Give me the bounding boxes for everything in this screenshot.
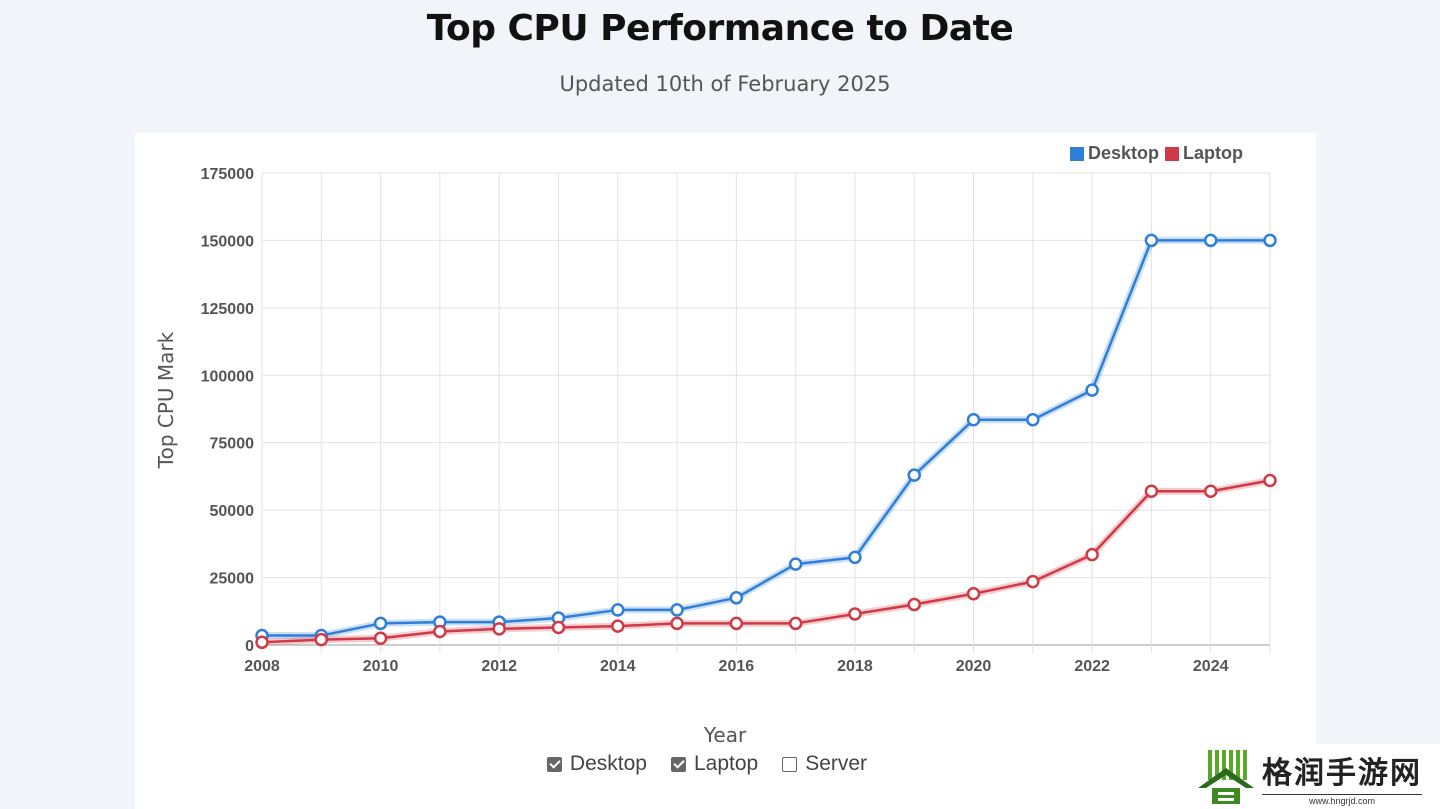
checkbox-desktop[interactable]: [546, 756, 562, 772]
filter-label-laptop: Laptop: [693, 752, 759, 775]
data-point-laptop[interactable]: [611, 619, 625, 633]
legend-swatch-laptop: [1165, 146, 1180, 161]
data-point-desktop[interactable]: [966, 413, 981, 427]
legend-swatch-desktop: [1070, 146, 1084, 161]
data-point-desktop[interactable]: [670, 603, 684, 617]
data-point-laptop[interactable]: [1203, 484, 1218, 499]
checkbox-server[interactable]: [782, 756, 798, 772]
legend-label-laptop: Laptop: [1183, 143, 1244, 163]
data-point-laptop[interactable]: [492, 622, 506, 636]
y-tick-label: 0: [245, 638, 254, 655]
page-subtitle: Updated 10th of February 2025: [559, 72, 891, 96]
series-shadow-desktop: [262, 236, 1270, 640]
x-tick-label: 2018: [837, 658, 873, 675]
data-point-desktop[interactable]: [1085, 383, 1099, 397]
data-point-desktop[interactable]: [1144, 233, 1159, 248]
y-axis-title: Top CPU Mark: [154, 331, 178, 469]
axis-labels: 0 25000 50000 75000 100000 125000 150000 175000…: [154, 166, 1229, 747]
data-point-laptop[interactable]: [255, 635, 269, 650]
data-point-laptop[interactable]: [1263, 473, 1277, 488]
page-title: Top CPU Performance to Date: [426, 8, 1014, 49]
y-tick-label: 25000: [210, 571, 255, 588]
grid-lines: [261, 172, 1271, 653]
x-tick-label: 2020: [956, 658, 992, 675]
y-tick-label: 100000: [201, 368, 254, 385]
data-point-laptop[interactable]: [1026, 574, 1040, 589]
data-point-laptop[interactable]: [907, 597, 921, 612]
data-point-desktop[interactable]: [907, 468, 921, 482]
y-tick-label: 125000: [201, 301, 254, 318]
data-point-laptop[interactable]: [966, 587, 981, 601]
x-axis-title: Year: [703, 723, 747, 747]
watermark: 格润手游网 www.hngrjd.com: [1188, 744, 1440, 809]
x-tick-label: 2012: [481, 658, 517, 675]
data-point-desktop[interactable]: [1263, 233, 1277, 248]
series-shadow-laptop: [261, 477, 1271, 646]
data-point-desktop[interactable]: [1203, 233, 1218, 248]
x-tick-label: 2014: [600, 658, 636, 675]
data-point-laptop[interactable]: [729, 616, 744, 631]
data-point-laptop[interactable]: [670, 616, 684, 631]
watermark-logo-icon: [1194, 747, 1258, 806]
filter-label-desktop: Desktop: [569, 752, 647, 775]
filter-laptop[interactable]: Laptop: [670, 752, 759, 776]
data-point-desktop[interactable]: [729, 591, 744, 605]
data-point-laptop[interactable]: [314, 632, 329, 647]
y-tick-label: 50000: [210, 503, 255, 520]
filter-label-server: Server: [805, 752, 868, 775]
watermark-name: 格润手游网: [1262, 755, 1422, 791]
data-point-laptop[interactable]: [788, 616, 803, 631]
series-line-desktop: [262, 239, 1270, 637]
data-point-laptop[interactable]: [551, 620, 566, 635]
legend-item-laptop[interactable]: Laptop: [1165, 143, 1243, 164]
legend-label-desktop: Desktop: [1088, 143, 1160, 163]
data-point-laptop[interactable]: [1085, 547, 1099, 562]
data-point-laptop[interactable]: [848, 607, 862, 621]
x-tick-label: 2022: [1074, 658, 1110, 675]
x-tick-label: 2010: [363, 658, 399, 675]
series-filters: Desktop Laptop Server: [0, 752, 1414, 776]
series-line-laptop: [261, 479, 1271, 644]
y-tick-label: 150000: [201, 233, 254, 250]
series-layer: [255, 233, 1277, 650]
filter-server[interactable]: Server: [782, 752, 867, 776]
x-tick-label: 2008: [244, 658, 280, 675]
filter-desktop[interactable]: Desktop: [546, 752, 647, 776]
data-point-desktop[interactable]: [1026, 413, 1040, 427]
y-tick-label: 175000: [201, 166, 254, 183]
data-point-desktop[interactable]: [611, 603, 625, 617]
data-point-desktop[interactable]: [788, 557, 803, 571]
data-point-desktop[interactable]: [373, 616, 388, 631]
data-point-laptop[interactable]: [433, 624, 447, 639]
y-tick-label: 75000: [210, 436, 255, 453]
data-point-desktop[interactable]: [848, 550, 862, 565]
watermark-text: 格润手游网 www.hngrjd.com: [1262, 748, 1422, 806]
legend-item-desktop[interactable]: Desktop: [1070, 143, 1159, 164]
data-point-laptop[interactable]: [1144, 484, 1159, 499]
x-tick-label: 2024: [1193, 658, 1229, 675]
data-point-laptop[interactable]: [373, 631, 388, 646]
chart-legend: Desktop Laptop: [1070, 143, 1243, 164]
chart-card: [135, 133, 1316, 809]
x-tick-label: 2016: [719, 658, 755, 675]
checkbox-laptop[interactable]: [670, 756, 686, 772]
watermark-url: www.hngrjd.com: [1262, 793, 1422, 806]
